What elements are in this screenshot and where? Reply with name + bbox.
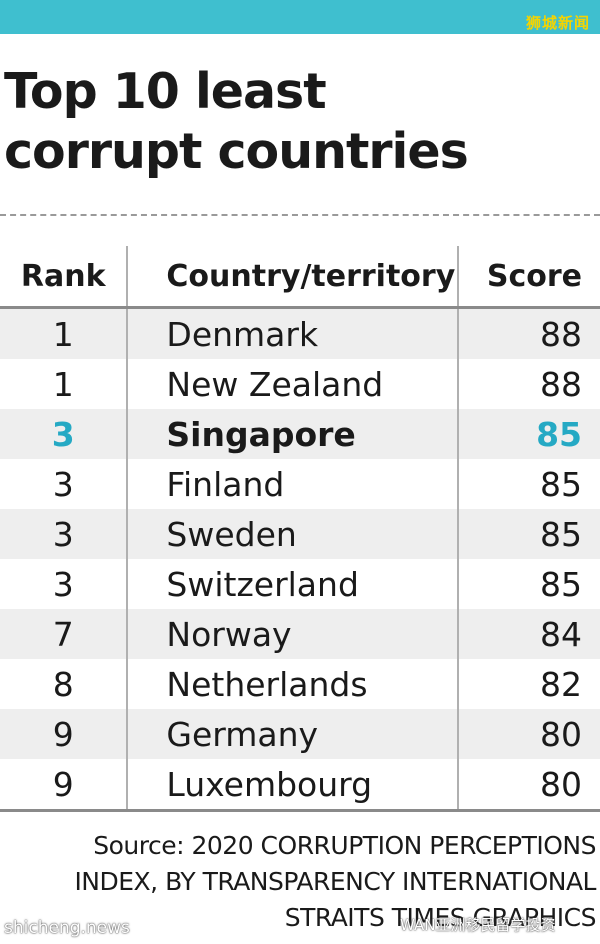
score-cell: 85 [540,564,582,604]
score-cell: 88 [458,307,600,359]
title-line-1: Top 10 least [4,63,327,120]
column-header-country: Country/territory [127,246,460,309]
country-cell: Sweden [127,509,460,559]
country-cell: Switzerland [127,559,460,609]
country-cell: Norway [127,609,460,659]
score-cell: 85 [458,509,600,559]
table-row: 9 Germany 80 [0,709,600,759]
brand-logo-text: 狮城新闻 [525,14,590,32]
dashed-divider [0,214,600,216]
source-line-2: INDEX, BY TRANSPARENCY INTERNATIONAL [74,867,596,896]
table-header-row: Rank Country/territory Score [0,246,600,309]
rank-cell: 1 [0,359,129,409]
source-line-1: Source: 2020 CORRUPTION PERCEPTIONS [93,831,596,860]
country-cell: Finland [127,459,460,509]
source-line-3: STRAITS TIMES GRAPHICS [284,903,597,932]
source-credit: Source: 2020 CORRUPTION PERCEPTIONS INDE… [74,828,596,936]
table-row: 3 Finland 85 [0,459,600,509]
table-row: 1 New Zealand 88 [0,359,600,409]
rank-cell: 7 [0,609,129,659]
title-line-2: corrupt countries [4,123,469,180]
rank-cell: 3 [0,459,129,509]
score-cell: 85 [540,464,582,504]
country-cell: Singapore [127,409,460,459]
page-title: Top 10 least corrupt countries [4,62,469,182]
rank-cell: 3 [0,409,129,459]
table-row: 3 Switzerland 85 [0,559,600,609]
country-cell: New Zealand [127,359,460,409]
table-row: 3 Sweden 85 [0,509,600,559]
rank-cell: 8 [0,659,129,709]
table-row: 7 Norway 84 [0,609,600,659]
table-row: 1 Denmark 88 [0,307,600,359]
score-cell: 85 [458,409,600,459]
country-cell: Netherlands [127,659,460,709]
table-row: 9 Luxembourg 80 [0,759,600,812]
score-cell: 88 [540,364,582,404]
rank-cell: 3 [0,509,129,559]
score-cell: 80 [458,759,600,812]
column-header-score: Score [458,246,600,309]
ranking-table: Rank Country/territory Score 1 Denmark 8… [0,246,600,812]
score-cell: 82 [540,664,582,704]
site-watermark: shicheng.news [4,918,130,938]
country-cell: Denmark [127,307,460,359]
table-row-highlighted: 3 Singapore 85 [0,409,600,459]
rank-cell: 9 [0,709,129,759]
table-row: 8 Netherlands 82 [0,659,600,709]
country-cell: Luxembourg [127,759,460,812]
top-banner: 狮城新闻 [0,0,600,34]
column-header-rank: Rank [0,246,129,309]
rank-cell: 3 [0,559,129,609]
score-cell: 84 [458,609,600,659]
rank-cell: 1 [0,307,129,359]
rank-cell: 9 [0,759,129,812]
wechat-watermark: WAN亚洲移民留学投资 [400,916,556,934]
score-cell: 80 [458,709,600,759]
country-cell: Germany [127,709,460,759]
